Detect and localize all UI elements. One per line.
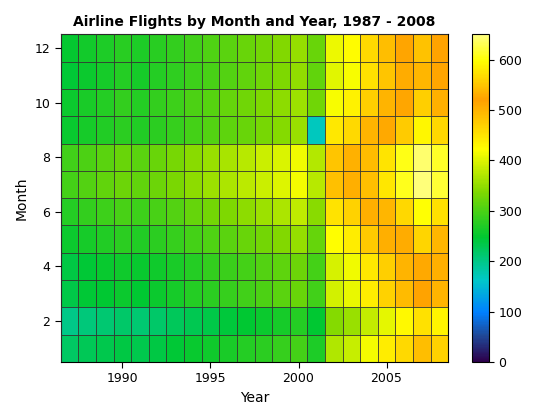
X-axis label: Year: Year (240, 391, 269, 405)
Y-axis label: Month: Month (15, 176, 29, 220)
Title: Airline Flights by Month and Year, 1987 - 2008: Airline Flights by Month and Year, 1987 … (73, 15, 436, 29)
